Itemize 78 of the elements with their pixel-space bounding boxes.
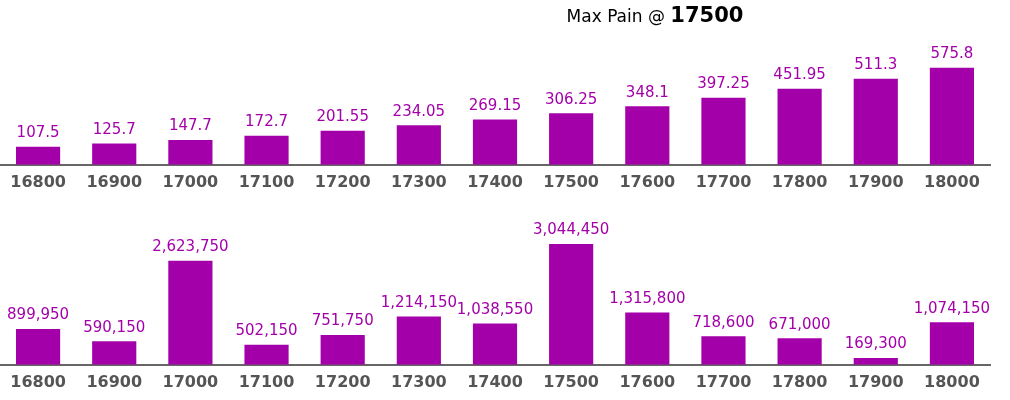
x-tick-label: 17500 bbox=[543, 371, 599, 391]
data-label: 169,300 bbox=[844, 334, 907, 353]
data-label: 201.55 bbox=[316, 107, 369, 126]
bar bbox=[396, 316, 441, 365]
data-label: 2,623,750 bbox=[152, 237, 229, 256]
x-tick-label: 18000 bbox=[924, 171, 980, 191]
bar bbox=[244, 135, 289, 165]
x-tick-label: 16900 bbox=[86, 371, 143, 391]
x-tick-label: 17300 bbox=[391, 371, 447, 391]
bar bbox=[777, 338, 822, 365]
x-tick-label: 17100 bbox=[238, 171, 295, 191]
data-label: 451.95 bbox=[773, 65, 826, 84]
bar bbox=[929, 67, 975, 165]
x-tick-label: 17800 bbox=[771, 171, 828, 191]
bar bbox=[396, 125, 441, 165]
x-tick-label: 17000 bbox=[162, 171, 219, 191]
x-tick-label: 17800 bbox=[771, 371, 828, 391]
bar bbox=[92, 341, 137, 365]
data-label: 269.15 bbox=[468, 95, 522, 114]
x-tick-label: 17000 bbox=[162, 371, 219, 391]
data-label: 1,074,150 bbox=[913, 298, 991, 317]
x-tick-label: 17100 bbox=[238, 371, 295, 391]
x-tick-label: 17500 bbox=[543, 171, 599, 191]
x-tick-label: 16800 bbox=[10, 371, 66, 391]
x-tick-label: 17400 bbox=[467, 371, 523, 391]
x-tick-label: 16900 bbox=[86, 171, 143, 191]
x-tick-label: 17600 bbox=[619, 171, 676, 191]
x-tick-label: 16800 bbox=[10, 171, 66, 191]
data-label: 147.7 bbox=[168, 116, 212, 135]
bar bbox=[625, 312, 670, 365]
bar bbox=[853, 78, 898, 165]
bar bbox=[472, 323, 518, 365]
x-tick-label: 17700 bbox=[695, 171, 752, 191]
data-label: 1,315,800 bbox=[609, 288, 686, 307]
data-label: 306.25 bbox=[544, 89, 598, 108]
x-tick-label: 17300 bbox=[391, 171, 447, 191]
data-label: 751,750 bbox=[311, 311, 374, 330]
bar bbox=[320, 334, 365, 365]
bar bbox=[701, 97, 746, 165]
x-tick-label: 17900 bbox=[847, 371, 904, 391]
bar bbox=[15, 146, 61, 165]
bar bbox=[168, 260, 213, 365]
data-label: 1,038,550 bbox=[456, 299, 534, 318]
bar bbox=[92, 143, 137, 165]
data-label: 1,214,150 bbox=[380, 292, 458, 311]
bar bbox=[244, 344, 289, 365]
x-tick-label: 17200 bbox=[314, 371, 371, 391]
data-label: 511.3 bbox=[854, 55, 898, 74]
bar bbox=[929, 322, 975, 365]
x-tick-label: 17200 bbox=[314, 171, 371, 191]
bar bbox=[15, 329, 61, 365]
data-label: 397.25 bbox=[697, 74, 750, 93]
x-tick-label: 17700 bbox=[695, 371, 752, 391]
data-label: 348.1 bbox=[625, 82, 669, 101]
data-label: 718,600 bbox=[692, 312, 755, 331]
bar bbox=[777, 88, 822, 165]
bar bbox=[701, 336, 746, 365]
data-label: 3,044,450 bbox=[532, 220, 610, 239]
x-tick-label: 18000 bbox=[924, 371, 980, 391]
bar bbox=[320, 130, 365, 165]
bar bbox=[549, 113, 594, 165]
x-tick-label: 17600 bbox=[619, 371, 676, 391]
bar bbox=[168, 139, 213, 165]
bar bbox=[625, 106, 670, 165]
x-tick-label: 17400 bbox=[467, 171, 523, 191]
data-label: 502,150 bbox=[235, 321, 298, 340]
data-label: 590,150 bbox=[83, 317, 146, 336]
chart-title: Max Pain @ 17500 bbox=[566, 3, 744, 27]
data-label: 172.7 bbox=[245, 112, 289, 131]
data-label: 899,950 bbox=[7, 305, 70, 324]
bar bbox=[549, 243, 594, 365]
x-tick-label: 17900 bbox=[847, 171, 904, 191]
data-label: 107.5 bbox=[16, 123, 60, 142]
data-label: 234.05 bbox=[392, 101, 446, 120]
bar bbox=[472, 119, 518, 165]
data-label: 125.7 bbox=[92, 120, 136, 139]
data-label: 671,000 bbox=[768, 314, 831, 333]
data-label: 575.8 bbox=[930, 44, 974, 63]
